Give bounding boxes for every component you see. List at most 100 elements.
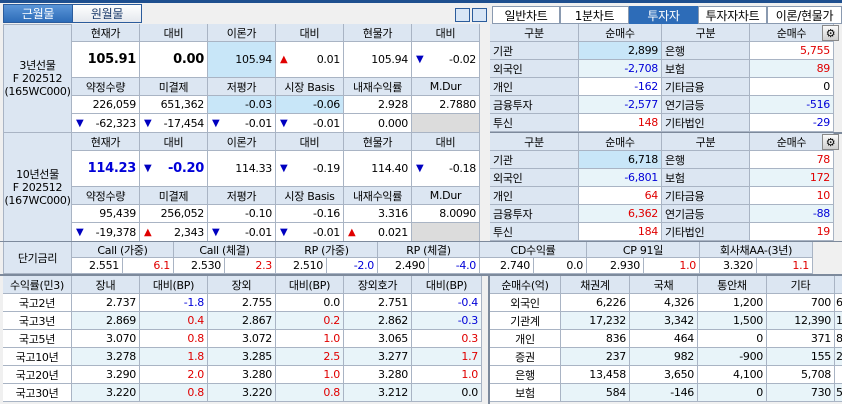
down-arrow-icon: ▼ bbox=[144, 163, 152, 174]
down-arrow-icon: ▼ bbox=[280, 163, 288, 174]
investor-net: 6,362 bbox=[579, 205, 662, 223]
gear-icon[interactable]: ⚙ bbox=[822, 25, 839, 41]
down-arrow-icon: ▼ bbox=[280, 117, 288, 129]
column-header: 대비 bbox=[276, 24, 344, 42]
yield-header: 수익률(민3) bbox=[3, 276, 72, 294]
tab-3[interactable]: 투자자차트 bbox=[698, 6, 767, 24]
column-header: 대비 bbox=[140, 24, 208, 42]
stat-change: ▼ -0.01 bbox=[208, 114, 276, 133]
futures-label: 10년선물 F 202512 (167WC000) bbox=[3, 133, 72, 242]
yield-value: 0.4 bbox=[140, 312, 208, 330]
net-buy-value: 8 bbox=[835, 330, 842, 348]
stat-change: ▲ 2,343 bbox=[140, 223, 208, 242]
investor-name: 투신 bbox=[490, 114, 579, 132]
yield-value: 0.8 bbox=[276, 384, 344, 402]
net-buy-value: 1,500 bbox=[698, 312, 767, 330]
tab-1[interactable]: 1분차트 bbox=[560, 6, 629, 24]
split-horizontal-icon[interactable] bbox=[455, 8, 470, 22]
investor-name: 연기금등 bbox=[662, 205, 750, 223]
rate-header: RP (체결) bbox=[378, 242, 480, 258]
net-buy-value: 6 bbox=[835, 294, 842, 312]
main-value: 0.00 bbox=[140, 42, 208, 78]
net-buy-value: 155 bbox=[767, 348, 835, 366]
main-value: 105.94 bbox=[208, 42, 276, 78]
investor-net: -29 bbox=[750, 114, 834, 132]
column-header: 저평가 bbox=[208, 78, 276, 96]
value-text: -0.01 bbox=[245, 225, 272, 239]
value-text: 114.33 bbox=[235, 162, 272, 175]
value-text: -0.18 bbox=[449, 162, 476, 175]
rate-value: 2.510 bbox=[276, 258, 327, 274]
yield-value: 2.737 bbox=[72, 294, 140, 312]
net-buy-name: 증권 bbox=[490, 348, 561, 366]
net-buy-value: 2 bbox=[835, 348, 842, 366]
main-value: 105.91 bbox=[72, 42, 140, 78]
stat-change: ▼ -0.01 bbox=[276, 223, 344, 242]
down-arrow-icon: ▼ bbox=[212, 117, 220, 129]
value-text: -62,323 bbox=[95, 116, 137, 130]
investor-header: 순매수 bbox=[579, 24, 662, 42]
rate-value: 2.490 bbox=[378, 258, 429, 274]
split-vertical-icon[interactable] bbox=[472, 8, 487, 22]
tab-0[interactable]: 일반차트 bbox=[492, 6, 560, 24]
investor-net: -2,708 bbox=[579, 60, 662, 78]
stat-value: 3.316 bbox=[344, 205, 412, 223]
yield-value: 3.220 bbox=[208, 384, 276, 402]
net-buy-value: 700 bbox=[767, 294, 835, 312]
yield-name: 국고5년 bbox=[3, 330, 72, 348]
down-arrow-icon: ▼ bbox=[416, 54, 424, 65]
up-arrow-icon: ▲ bbox=[144, 226, 152, 238]
yield-value: -0.3 bbox=[412, 312, 482, 330]
investor-name: 기타금융 bbox=[662, 78, 750, 96]
gear-icon[interactable]: ⚙ bbox=[822, 134, 839, 150]
main-value: 114.40 bbox=[344, 151, 412, 187]
column-header: 저평가 bbox=[208, 187, 276, 205]
yield-value: 0.8 bbox=[140, 384, 208, 402]
main-value: 114.33 bbox=[208, 151, 276, 187]
net-buy-value: 4,100 bbox=[698, 366, 767, 384]
stat-value: 2.928 bbox=[344, 96, 412, 114]
month-toggle-far[interactable]: 원월물 bbox=[72, 4, 142, 23]
net-buy-value: 371 bbox=[767, 330, 835, 348]
futures-label-line: (167WC000) bbox=[4, 193, 71, 207]
value-text: -0.01 bbox=[313, 116, 340, 130]
investor-header: 순매수 bbox=[750, 24, 834, 42]
main-value: ▼ -0.18 bbox=[412, 151, 480, 187]
down-arrow-icon: ▼ bbox=[76, 226, 84, 238]
net-buy-value: 12,390 bbox=[767, 312, 835, 330]
rate-change: -4.0 bbox=[429, 258, 480, 274]
top-border bbox=[0, 0, 842, 3]
down-arrow-icon: ▼ bbox=[212, 226, 220, 238]
value-text: 114.40 bbox=[371, 162, 408, 175]
yield-name: 국고3년 bbox=[3, 312, 72, 330]
rate-value: 2.740 bbox=[480, 258, 534, 274]
column-header: M.Dur bbox=[412, 187, 480, 205]
yield-header: 대비(BP) bbox=[140, 276, 208, 294]
yield-value: 0.3 bbox=[412, 330, 482, 348]
futures-label-line: 10년선물 bbox=[16, 167, 59, 181]
investor-name: 금융투자 bbox=[490, 96, 579, 114]
month-toggle-near[interactable]: 근월물 bbox=[3, 4, 73, 23]
yield-value: 3.220 bbox=[72, 384, 140, 402]
net-buy-value: 13,458 bbox=[561, 366, 630, 384]
tab-4[interactable]: 이론/현물가 bbox=[767, 6, 842, 24]
rate-change: 2.3 bbox=[225, 258, 276, 274]
investor-name: 외국인 bbox=[490, 60, 579, 78]
column-header: 현재가 bbox=[72, 24, 140, 42]
investor-net: 78 bbox=[750, 151, 834, 169]
tab-2[interactable]: 투자자 bbox=[629, 6, 698, 24]
net-buy-value: -146 bbox=[630, 384, 698, 402]
futures-label-line: F 202512 bbox=[12, 180, 63, 194]
futures-label: 3년선물 F 202512 (165WC000) bbox=[3, 24, 72, 133]
empty-cell bbox=[412, 223, 480, 242]
investor-net: 172 bbox=[750, 169, 834, 187]
yield-value: 1.8 bbox=[140, 348, 208, 366]
rate-header: CP 91일 bbox=[587, 242, 700, 258]
column-header: 미결제 bbox=[140, 78, 208, 96]
investor-net: 6,718 bbox=[579, 151, 662, 169]
main-value: 114.23 bbox=[72, 151, 140, 187]
investor-header: 순매수 bbox=[750, 133, 834, 151]
investor-net: 89 bbox=[750, 60, 834, 78]
investor-name: 기관 bbox=[490, 151, 579, 169]
down-arrow-icon: ▼ bbox=[76, 117, 84, 129]
